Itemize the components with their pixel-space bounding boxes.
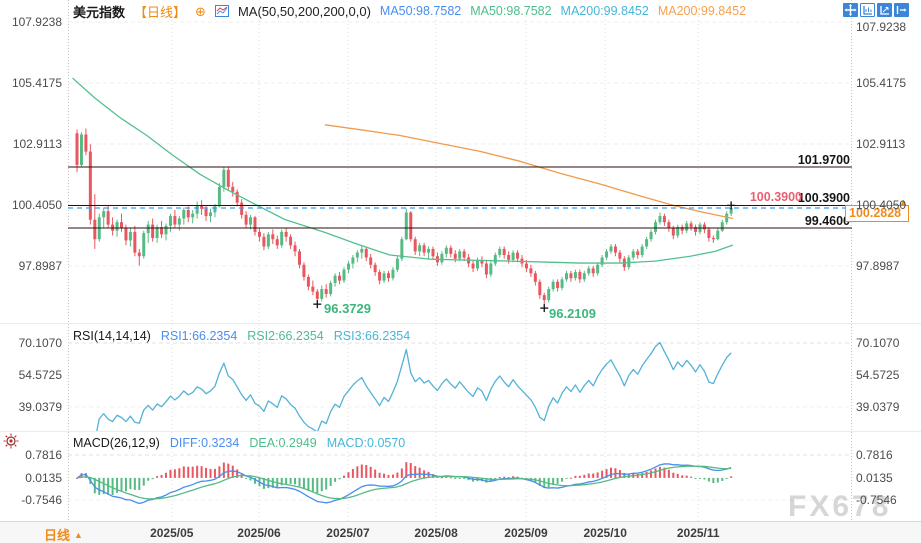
period-arrow-icon: ▲ [74, 530, 83, 540]
level-label-101-97: 101.9700 [797, 152, 850, 167]
left-scale-icon[interactable] [860, 3, 875, 17]
x-axis-month-label: 2025/07 [326, 526, 370, 540]
ma-settings-label: MA(50,50,200,200,0,0) [237, 3, 371, 19]
macd-y-label-left: -0.7546 [21, 493, 62, 507]
macd-diff-line [76, 463, 732, 505]
x-axis-month-label: 2025/11 [676, 526, 720, 540]
x-axis-month-label: 2025/08 [414, 526, 458, 540]
level-label-100-39: 100.3900 [797, 191, 850, 205]
ma50-value-1: MA50:98.7582 [379, 4, 462, 18]
watermark: FX678 [788, 490, 892, 523]
main-y-label-right: 107.9238 [856, 20, 907, 34]
rsi-y-label-right: 54.5725 [856, 368, 900, 382]
rsi-y-label-left: 54.5725 [18, 368, 62, 382]
cross-marker [313, 300, 322, 309]
main-y-label-left: 100.4050 [11, 198, 62, 212]
rsi-header: RSI(14,14,14) RSI1:66.2354 RSI2:66.2354 … [73, 329, 410, 343]
period-tag: 【日线】 [134, 4, 187, 20]
timeframe-bar: 日线 ▲ 2025/05 2025/06 2025/07 2025/08 2025/09 2… [0, 521, 921, 543]
rsi-line [96, 341, 732, 431]
macd-y-label-right: 0.0135 [856, 471, 893, 485]
period-selector-label: 日线 [44, 528, 71, 543]
alert-flash-icon[interactable] [3, 433, 19, 454]
macd-y-label-right: 0.7816 [856, 448, 893, 462]
main-y-label-right: 102.9113 [856, 137, 906, 151]
period-selector[interactable]: 日线 ▲ [44, 525, 83, 543]
collapse-panel-icon[interactable] [894, 3, 909, 17]
symbol-name: 美元指数 [73, 4, 126, 20]
macd-header: MACD(26,12,9) DIFF:0.3234 DEA:0.2949 MAC… [73, 436, 405, 450]
main-y-label-left: 107.9238 [11, 15, 62, 29]
level-label-99-46: 99.4600 [804, 213, 850, 228]
main-y-label-right: 100.4050 [856, 198, 907, 212]
rsi-y-label-left: 70.1070 [18, 336, 62, 350]
chart-canvas[interactable] [0, 0, 921, 521]
cross-marker [540, 304, 549, 313]
right-scale-icon[interactable] [877, 3, 892, 17]
chart-toolbar [843, 3, 909, 17]
macd-y-label-left: 0.0135 [25, 471, 62, 485]
x-axis-month-label: 2025/05 [150, 526, 194, 540]
macd-title: MACD(26,12,9) [73, 436, 160, 450]
rsi-y-label-right: 70.1070 [856, 336, 900, 350]
x-axis-month-label: 2025/09 [504, 526, 548, 540]
main-y-label-left: 102.9113 [12, 137, 62, 151]
add-compare-icon[interactable]: ⊕ [195, 3, 206, 19]
chart-style-icon[interactable] [214, 5, 229, 17]
swing-low-label-1: 96.3729 [324, 301, 371, 316]
ma50-line [72, 77, 734, 264]
last-price-box: 100.2828 [845, 205, 909, 222]
rsi2-value: RSI2:66.2354 [247, 329, 324, 343]
candles-layer [75, 128, 733, 308]
rsi1-value: RSI1:66.2354 [160, 329, 238, 343]
macd-dea-line [76, 465, 732, 500]
price-up-arrow-icon: ▲ [898, 197, 909, 209]
ma200-line [324, 124, 734, 220]
ma50-value-2: MA50:98.7582 [470, 4, 552, 18]
main-chart-header: 美元指数 【日线】 ⊕ MA(50,50,200,200,0,0) MA50:9… [73, 3, 747, 20]
alert-price-label: 100.3900 [749, 190, 802, 204]
swing-low-label-2: 96.2109 [549, 306, 596, 321]
macd-diff-value: DIFF:0.3234 [169, 436, 240, 450]
macd-y-label-right: -0.7546 [856, 493, 897, 507]
pan-icon[interactable] [843, 3, 858, 17]
x-axis-month-label: 2025/06 [237, 526, 281, 540]
rsi3-value: RSI3:66.2354 [333, 329, 411, 343]
main-y-label-right: 105.4175 [856, 76, 907, 90]
macd-dea-value: DEA:0.2949 [249, 436, 317, 450]
macd-bar-value: MACD:0.0570 [326, 436, 406, 450]
rsi-y-label-left: 39.0379 [18, 400, 62, 414]
cross-marker [727, 201, 736, 210]
rsi-title: RSI(14,14,14) [73, 329, 151, 343]
main-y-label-left: 97.8987 [18, 259, 62, 273]
rsi-y-label-right: 39.0379 [856, 400, 900, 414]
macd-y-label-left: 0.7816 [25, 448, 62, 462]
grid-layer [0, 0, 921, 521]
ma200-value-1: MA200:99.8452 [560, 4, 649, 18]
main-y-label-right: 97.8987 [856, 259, 900, 273]
ma200-value-2: MA200:99.8452 [657, 4, 747, 18]
main-y-label-left: 105.4175 [11, 76, 62, 90]
x-axis-month-label: 2025/10 [583, 526, 627, 540]
